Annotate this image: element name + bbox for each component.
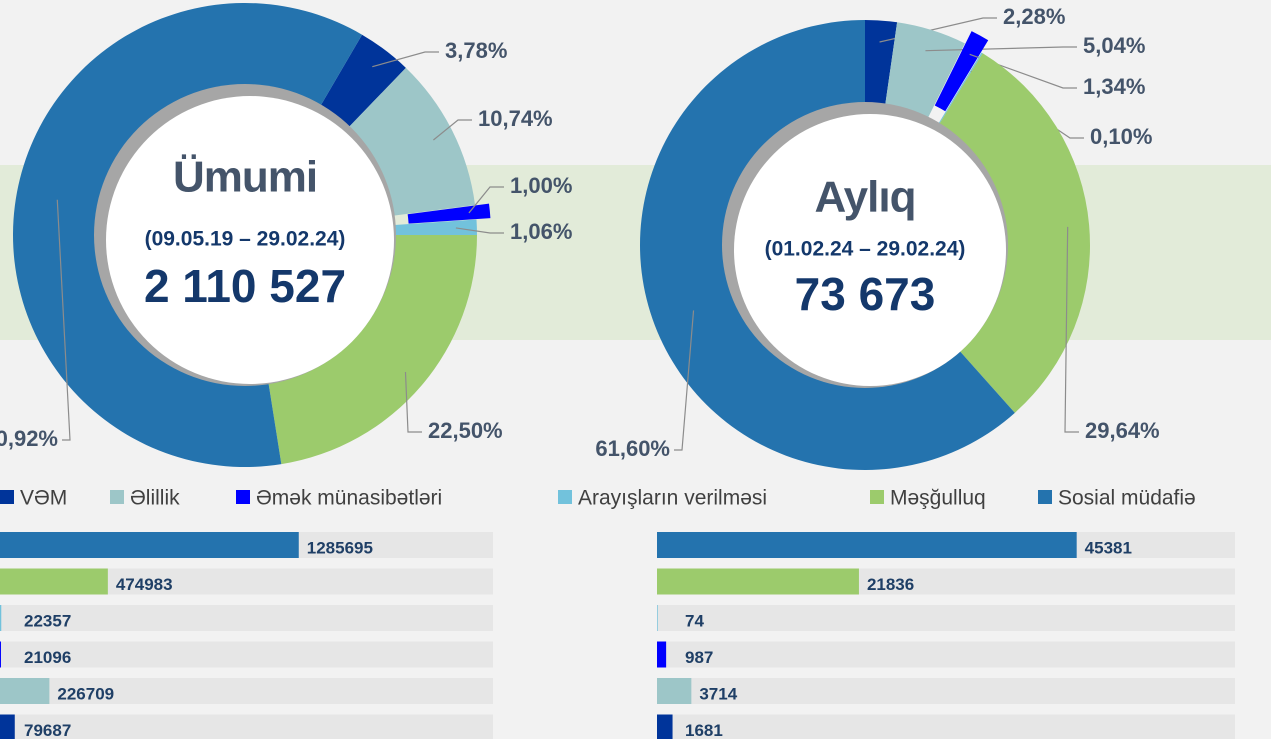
percent-label: 3,78% — [445, 38, 507, 63]
donut-segment — [407, 203, 491, 224]
center-title: Aylıq — [815, 173, 916, 222]
percent-label: 22,50% — [428, 418, 503, 443]
bar-track — [657, 641, 1235, 668]
leader-line — [468, 186, 504, 214]
leader-line — [56, 199, 71, 441]
donut-segment — [938, 52, 983, 124]
bar-label: 21096 — [24, 648, 71, 667]
bar-label: 226709 — [57, 684, 114, 703]
legend-swatch — [236, 490, 250, 504]
percent-label: 1,34% — [1083, 74, 1145, 99]
bar-label: 1285695 — [307, 538, 373, 557]
legend-label: Məşğulluq — [890, 487, 986, 510]
legend-swatch — [870, 490, 884, 504]
percent-label: 29,64% — [1085, 418, 1160, 443]
bar-label: 79687 — [24, 721, 71, 739]
donut-segment — [349, 67, 476, 216]
bar-track — [657, 605, 1235, 631]
donut-segment — [865, 20, 898, 105]
percent-label: 1,00% — [510, 173, 572, 198]
center-total: 73 673 — [795, 268, 936, 320]
percent-label: 61,60% — [595, 436, 670, 461]
leader-line — [404, 371, 422, 433]
percent-label: 2,28% — [1003, 4, 1065, 29]
bar — [0, 532, 299, 558]
legend-swatch — [1038, 490, 1052, 504]
bar-track — [657, 678, 1235, 704]
bar — [0, 641, 1, 668]
bar-label: 987 — [685, 648, 713, 667]
donut-segment — [939, 53, 1091, 413]
donut-segment — [268, 234, 477, 465]
leader-line — [674, 310, 695, 451]
bar-track — [0, 714, 493, 739]
donut-segment — [12, 2, 363, 468]
bar — [0, 678, 50, 704]
legend-swatch — [558, 490, 572, 504]
bar — [0, 714, 15, 739]
leader-line — [969, 53, 1077, 89]
bar-label: 74 — [685, 611, 704, 630]
bar-label: 3714 — [699, 684, 737, 703]
percent-label: 60,92% — [0, 426, 58, 451]
donut-segment — [320, 34, 406, 127]
bar-label: 22357 — [24, 611, 71, 630]
center-period: (01.02.24 – 29.02.24) — [765, 238, 966, 261]
donut-segment — [640, 20, 1015, 470]
bar — [0, 605, 2, 631]
donut-segment — [885, 22, 965, 118]
center-total: 2 110 527 — [144, 260, 346, 312]
bar-track — [0, 605, 493, 631]
center-period: (09.05.19 – 29.02.24) — [145, 228, 346, 251]
legend-swatch — [0, 490, 14, 504]
bar-label: 474983 — [116, 575, 173, 594]
bar — [657, 641, 667, 668]
percent-label: 5,04% — [1083, 33, 1145, 58]
bar — [657, 714, 673, 739]
bar — [657, 568, 859, 595]
percent-label: 1,06% — [510, 219, 572, 244]
center-title: Ümumi — [173, 153, 317, 202]
percent-label: 10,74% — [478, 106, 553, 131]
bar-track — [0, 641, 493, 668]
leader-line — [455, 227, 504, 234]
legend-label: VƏM — [20, 487, 67, 510]
legend-label: Əlillik — [130, 487, 180, 510]
leader-line — [372, 51, 439, 68]
legend-swatch — [110, 490, 124, 504]
bar-label: 45381 — [1085, 538, 1132, 557]
donut-segment — [394, 219, 477, 235]
inner-circle — [106, 96, 394, 384]
bar — [657, 532, 1077, 558]
legend-label: Əmək münasibətləri — [256, 487, 442, 510]
bar — [657, 678, 692, 704]
donut-segment — [934, 31, 989, 112]
bar-label: 21836 — [867, 575, 914, 594]
leader-line — [1064, 226, 1079, 433]
leader-line — [433, 119, 472, 141]
legend-label: Arayışların verilməsi — [578, 487, 767, 510]
inner-circle — [734, 114, 1006, 386]
bar-label: 1681 — [685, 721, 723, 739]
bar-track — [657, 714, 1235, 739]
legend-label: Sosial müdafiə — [1058, 487, 1196, 510]
bar — [0, 568, 108, 595]
bar-track — [0, 678, 493, 704]
bar — [657, 605, 658, 631]
percent-label: 0,10% — [1090, 124, 1152, 149]
